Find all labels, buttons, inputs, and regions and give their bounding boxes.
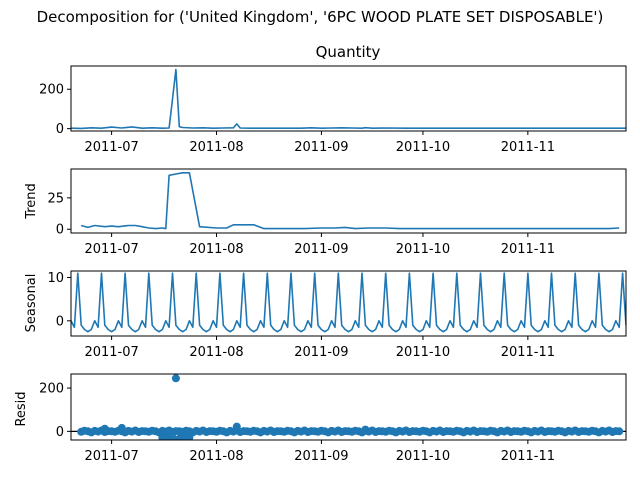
resid-xtick-label: 2011-11 <box>501 449 555 464</box>
observed-xtick-label: 2011-11 <box>501 140 555 155</box>
observed-panel-title: Quantity <box>316 43 381 61</box>
seasonal-axes-frame <box>70 270 627 337</box>
resid-ylabel: Resid <box>14 391 29 426</box>
seasonal-panel: Seasonal 0 10 2011-07 2011-08 2011-09 2011-10… <box>24 270 627 360</box>
resid-axes-frame <box>70 373 627 441</box>
seasonal-ytick-label: 10 <box>47 271 64 286</box>
observed-xtick-label: 2011-10 <box>396 140 450 155</box>
observed-ytick-label: 200 <box>39 83 64 98</box>
observed-xtick-label: 2011-09 <box>294 140 348 155</box>
resid-xtick-label: 2011-07 <box>84 449 138 464</box>
seasonal-xtick-label: 2011-11 <box>501 345 555 360</box>
trend-plot-area <box>80 172 620 230</box>
observed-line <box>71 68 626 130</box>
resid-point <box>168 433 177 440</box>
seasonal-xtick-label: 2011-10 <box>396 345 450 360</box>
resid-point <box>117 423 126 432</box>
trend-xtick-label: 2011-09 <box>294 242 348 257</box>
trend-xtick-label: 2011-08 <box>189 242 243 257</box>
resid-panel: Resid 0 200 2011-07 2011-08 2011-09 2011-10 20… <box>14 373 627 464</box>
observed-plot-area <box>71 68 626 130</box>
trend-xtick-label: 2011-10 <box>396 242 450 257</box>
resid-point <box>361 425 370 434</box>
observed-xtick-label: 2011-07 <box>84 140 138 155</box>
seasonal-ylabel: Seasonal <box>24 274 39 333</box>
resid-point <box>232 422 241 431</box>
trend-line <box>80 172 620 230</box>
resid-point <box>100 424 109 433</box>
observed-axes-frame <box>70 65 627 132</box>
seasonal-line <box>71 272 626 333</box>
trend-ylabel: Trend <box>24 183 39 220</box>
observed-panel: Quantity 0 200 2011-07 2011-08 2011-09 2011-1… <box>39 43 627 155</box>
observed-ytick-label: 0 <box>56 122 64 137</box>
trend-axes-frame <box>70 168 627 234</box>
resid-ytick-label: 0 <box>56 425 64 440</box>
resid-plot-area <box>71 374 626 440</box>
resid-xtick-label: 2011-09 <box>294 449 348 464</box>
seasonal-xtick-label: 2011-08 <box>189 345 243 360</box>
seasonal-xtick-label: 2011-09 <box>294 345 348 360</box>
figure-suptitle: Decomposition for ('United Kingdom', '6P… <box>37 8 604 26</box>
resid-point <box>615 427 624 436</box>
trend-xtick-label: 2011-11 <box>501 242 555 257</box>
resid-point <box>171 374 180 383</box>
resid-xtick-label: 2011-08 <box>189 449 243 464</box>
trend-ytick-label: 0 <box>56 223 64 238</box>
observed-xtick-label: 2011-08 <box>189 140 243 155</box>
trend-xtick-label: 2011-07 <box>84 242 138 257</box>
seasonal-ytick-label: 0 <box>56 314 64 329</box>
resid-xtick-label: 2011-10 <box>396 449 450 464</box>
resid-ytick-label: 200 <box>39 382 64 397</box>
seasonal-xtick-label: 2011-07 <box>84 345 138 360</box>
resid-point <box>185 433 194 440</box>
trend-panel: Trend 0 25 2011-07 2011-08 2011-09 2011-10 201… <box>24 168 627 257</box>
trend-ytick-label: 25 <box>47 191 64 206</box>
seasonal-plot-area <box>71 272 626 333</box>
